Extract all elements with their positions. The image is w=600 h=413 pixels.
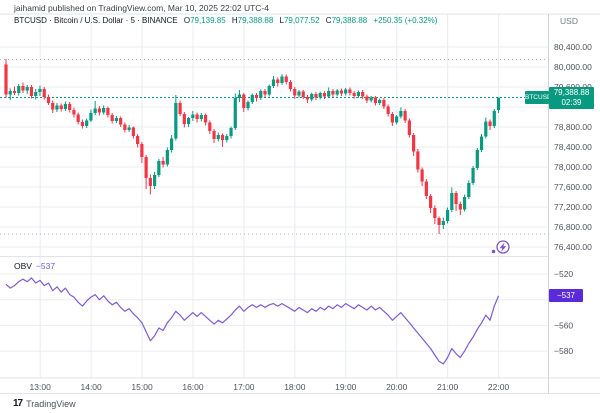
svg-text:77,600.00: 77,600.00 (554, 182, 592, 192)
bar-countdown: 02:39 (561, 98, 582, 107)
svg-text:76,800.00: 76,800.00 (554, 222, 592, 232)
svg-text:76,400.00: 76,400.00 (554, 242, 592, 252)
last-price-tag: 79,388.88 02:39 (549, 87, 594, 109)
symbol-title[interactable]: BTCUSD · Bitcoin / U.S. Dollar · 5 · BIN… (14, 16, 178, 25)
tradingview-footer[interactable]: 17 TradingView (13, 398, 76, 409)
tradingview-brand-text: TradingView (26, 398, 76, 409)
svg-text:−520: −520 (554, 269, 573, 279)
svg-text:−560: −560 (554, 320, 573, 330)
grid-lines (0, 14, 549, 378)
ohlc-open-label: O (183, 16, 191, 25)
ohlc-low-value: 79,077.52 (283, 16, 320, 25)
idea-bubble-icon[interactable] (491, 240, 510, 254)
svg-text:20:00: 20:00 (386, 382, 408, 392)
svg-text:77,200.00: 77,200.00 (554, 202, 592, 212)
obv-axis-labels[interactable]: −520 −560 −580 (554, 269, 573, 356)
svg-text:18:00: 18:00 (284, 382, 306, 392)
ohlc-close-label: C (325, 16, 332, 25)
last-price-value: 79,388.88 (553, 88, 590, 97)
svg-text:13:00: 13:00 (30, 382, 52, 392)
svg-text:21:00: 21:00 (437, 382, 459, 392)
svg-text:80,000.00: 80,000.00 (554, 62, 592, 72)
time-axis-labels[interactable]: 13:00 14:00 15:00 16:00 17:00 18:00 19:00 20:00… (30, 382, 510, 392)
symbol-legend[interactable]: BTCUSD · Bitcoin / U.S. Dollar · 5 · BIN… (14, 16, 437, 25)
currency-label: USD (560, 16, 578, 26)
svg-text:22:00: 22:00 (488, 382, 510, 392)
attribution-text: jaihamid published on TradingView.com, M… (14, 3, 269, 13)
ohlc-high-label: H (231, 16, 238, 25)
svg-text:14:00: 14:00 (80, 382, 102, 392)
svg-text:80,400.00: 80,400.00 (554, 42, 592, 52)
svg-text:78,800.00: 78,800.00 (554, 122, 592, 132)
ohlc-low-label: L (279, 16, 284, 25)
obv-axis-tag: −537 (549, 289, 583, 302)
obv-current-value: −537 (35, 261, 56, 271)
ohlc-high-value: 79,388.88 (237, 16, 274, 25)
svg-text:15:00: 15:00 (131, 382, 153, 392)
svg-text:−580: −580 (554, 346, 573, 356)
obv-legend[interactable]: OBV −537 (14, 261, 55, 271)
svg-text:16:00: 16:00 (182, 382, 204, 392)
pane-borders (0, 13, 600, 394)
price-axis-labels[interactable]: 80,400.0080,000.0079,600.0078,800.0078,4… (554, 42, 592, 252)
ohlc-close-value: 79,388.88 (331, 16, 368, 25)
svg-text:17:00: 17:00 (233, 382, 255, 392)
ohlc-open-value: 79,139.85 (190, 16, 226, 25)
symbol-axis-tag: BTCUSD (525, 91, 552, 104)
svg-text:78,000.00: 78,000.00 (554, 162, 592, 172)
tradingview-logo-icon: 17 (13, 398, 23, 409)
obv-line-series (5, 277, 500, 365)
obv-indicator-name[interactable]: OBV (14, 261, 32, 271)
svg-text:78,400.00: 78,400.00 (554, 142, 592, 152)
candlestick-series (4, 59, 501, 234)
svg-text:19:00: 19:00 (335, 382, 357, 392)
price-change: +250.35 (+0.32%) (373, 16, 438, 25)
